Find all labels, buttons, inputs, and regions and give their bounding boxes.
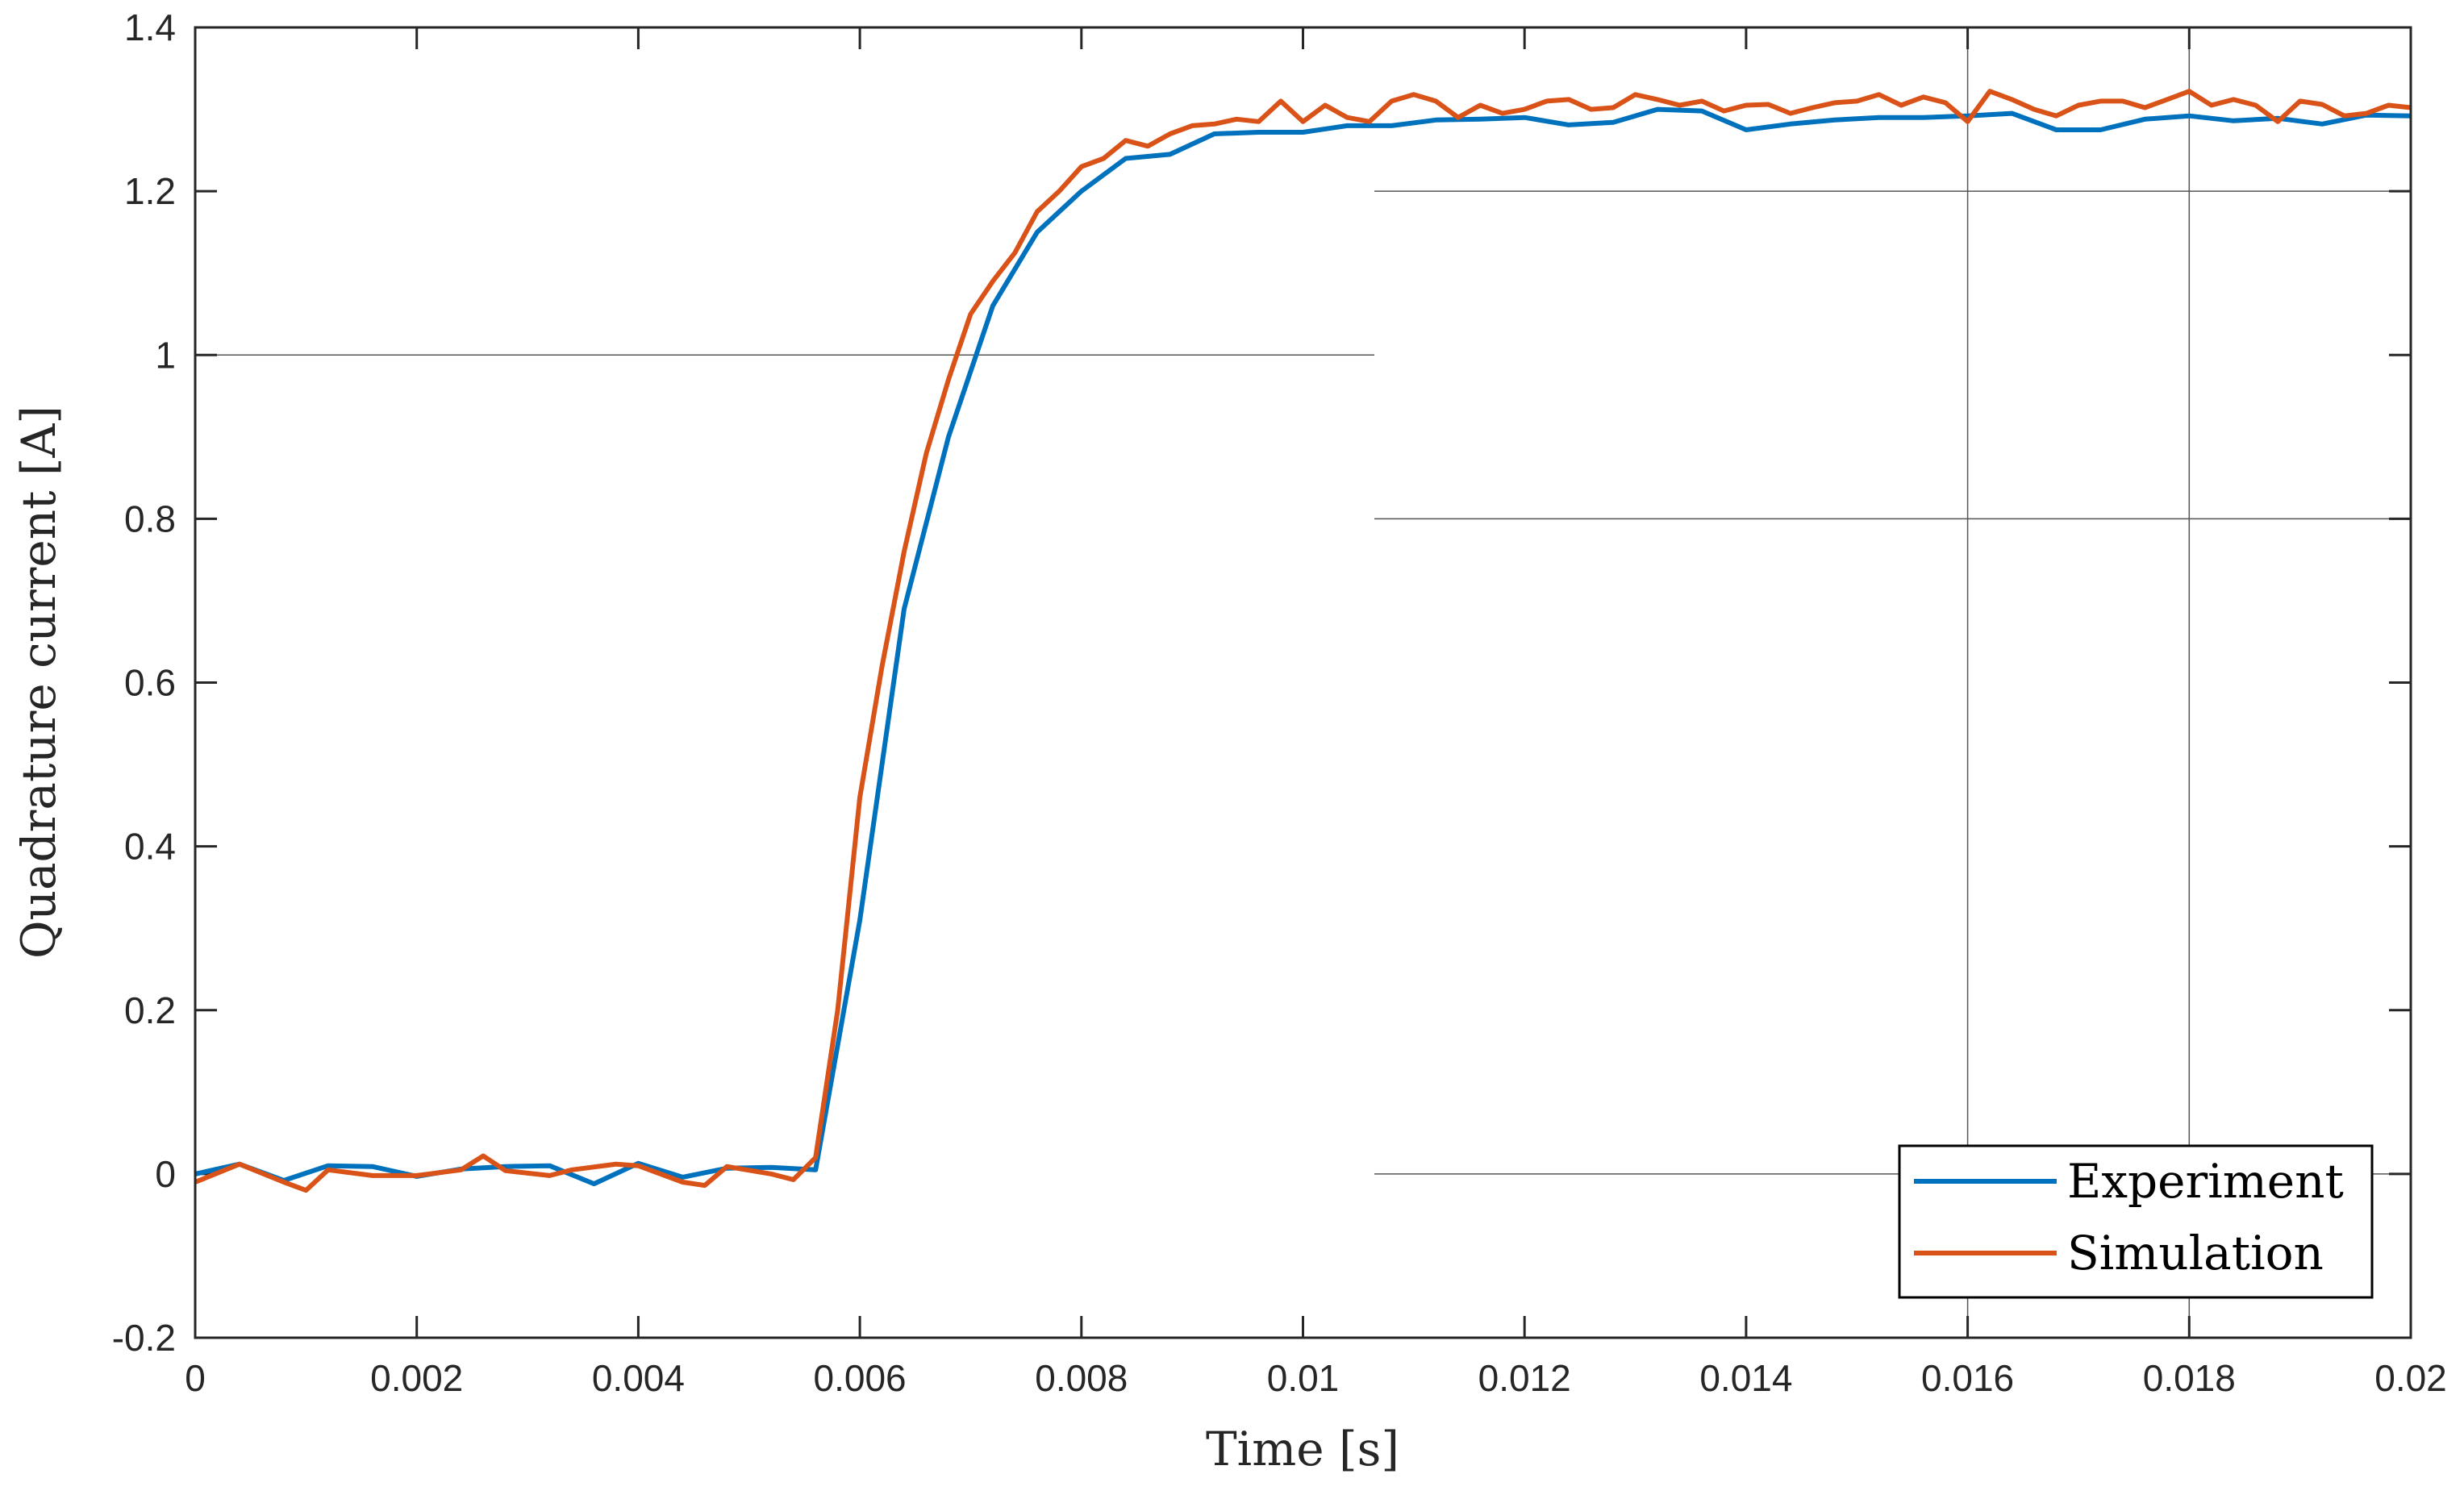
legend-label-simulation: Simulation	[2067, 1226, 2324, 1280]
data-series	[194, 89, 2412, 1193]
y-tick-label: 0	[155, 1153, 176, 1195]
legend-box	[1898, 1144, 2374, 1299]
y-tick-label: 0.2	[124, 989, 176, 1031]
x-tick-label: 0.01	[1267, 1357, 1340, 1399]
y-tick-label: 1.4	[124, 6, 176, 48]
y-axis-title: Quadrature current [A]	[11, 406, 66, 959]
x-tick-label: 0	[185, 1357, 206, 1399]
y-tick-label: -0.2	[112, 1317, 176, 1359]
tick-labels: 0 0.002 0.004 0.006 0.008 0.01 0.012 0.014 0.016…	[112, 6, 2447, 1399]
x-tick-label: 0.004	[592, 1357, 685, 1399]
grid-lines	[195, 27, 2411, 1338]
y-tick-label: 1	[155, 334, 176, 376]
x-tick-label: 0.018	[2143, 1357, 2236, 1399]
x-tick-label: 0.014	[1699, 1357, 1792, 1399]
plot-frame	[194, 26, 2412, 1339]
y-tick-label: 0.8	[124, 498, 176, 539]
x-axis-title: Time [s]	[1206, 1422, 1399, 1476]
y-tick-label: 1.2	[124, 170, 176, 212]
x-tick-label: 0.012	[1478, 1357, 1571, 1399]
x-tick-label: 0.016	[1921, 1357, 2014, 1399]
y-tick-label: 0.4	[124, 826, 176, 868]
y-tick-label: 0.6	[124, 662, 176, 704]
series-line-simulation	[194, 89, 2412, 1193]
x-tick-label: 0.008	[1035, 1357, 1128, 1399]
x-tick-label: 0.006	[814, 1357, 907, 1399]
legend: Experiment Simulation	[1898, 1144, 2374, 1299]
plot-area	[195, 27, 2411, 1338]
x-tick-label: 0.002	[370, 1357, 463, 1399]
x-tick-label: 0.02	[2374, 1357, 2447, 1399]
legend-label-experiment: Experiment	[2067, 1154, 2344, 1209]
axis-ticks	[194, 26, 2412, 1339]
